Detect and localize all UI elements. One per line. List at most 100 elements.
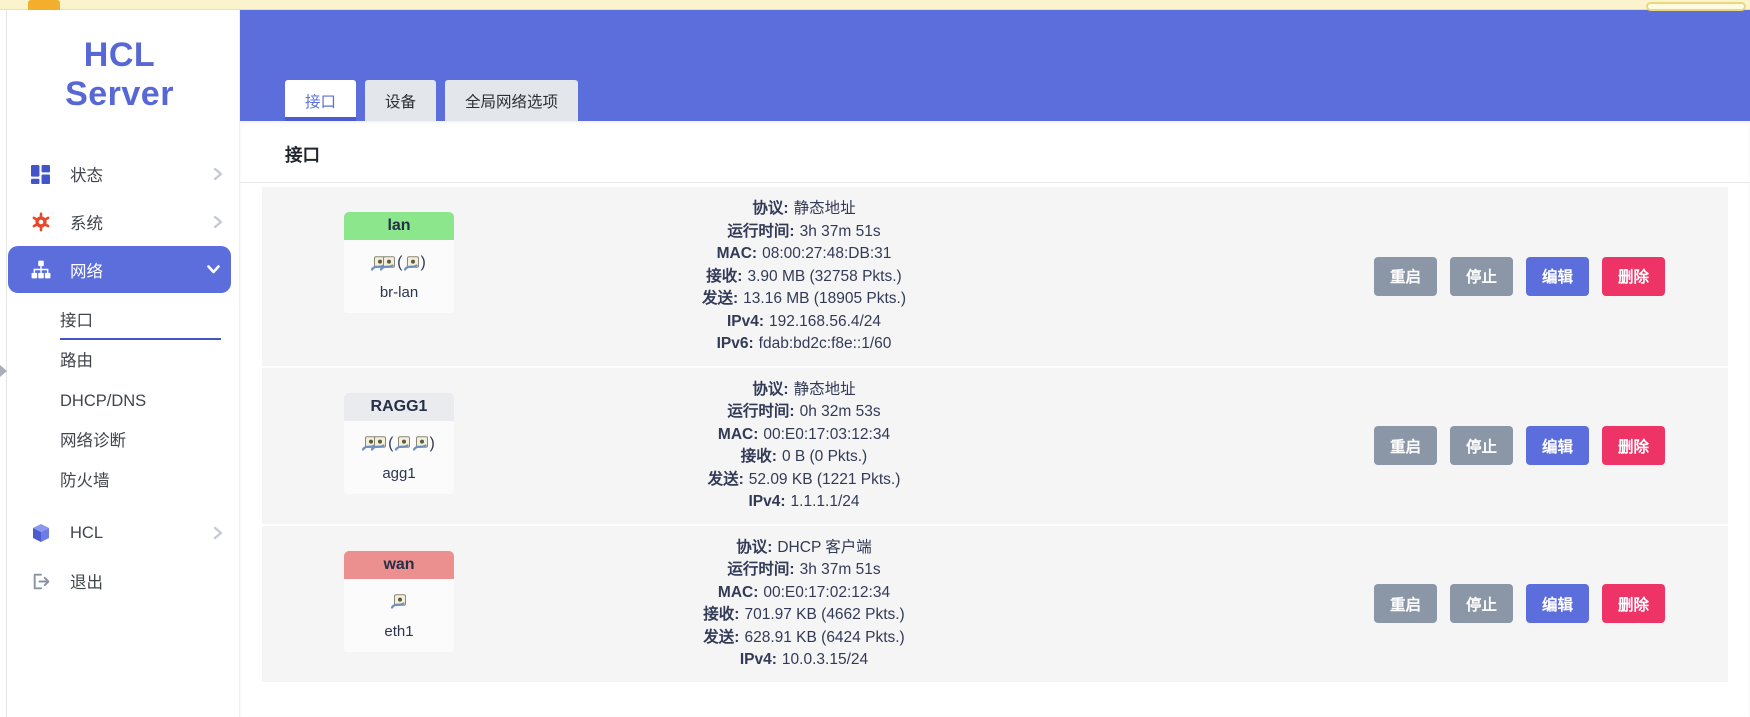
restart-button[interactable]: 重启: [1374, 256, 1437, 296]
detail-value: 0 B (0 Pkts.): [781, 448, 868, 465]
interface-actions: 重启 停止 编辑 删除: [1374, 536, 1665, 672]
detail-label: MAC:: [716, 245, 758, 262]
detail-label: IPv6:: [716, 335, 754, 352]
edit-button[interactable]: 编辑: [1526, 584, 1589, 623]
sidebar-item-diagnostics[interactable]: 网络诊断: [60, 432, 126, 450]
paren-open: (: [388, 434, 394, 452]
detail-label: IPv4:: [748, 493, 786, 510]
dashboard-icon: [31, 164, 55, 184]
sidebar-item-interfaces[interactable]: 接口: [0, 301, 239, 341]
sidebar-item-logout[interactable]: 退出: [0, 557, 239, 605]
detail-value: fdab:bd2c:f8e::1/60: [758, 335, 892, 352]
detail-line: 协议: 静态地址: [484, 198, 1124, 221]
chevron-right-icon: [213, 526, 223, 540]
detail-label: IPv4:: [739, 651, 777, 668]
stop-button[interactable]: 停止: [1450, 256, 1513, 296]
interface-badge: RAGG1: [344, 392, 454, 421]
stop-button[interactable]: 停止: [1450, 584, 1513, 623]
detail-value: 00:E0:17:02:12:34: [763, 583, 891, 601]
detail-value: 00:E0:17:03:12:34: [763, 425, 891, 443]
detail-label: 接收:: [703, 606, 740, 623]
sidebar-item-hcl[interactable]: HCL: [0, 509, 239, 557]
detail-value: 3h 37m 51s: [799, 561, 881, 578]
interface-details: 协议: 静态地址 运行时间: 3h 37m 51s MAC: 08:00:27:48:…: [484, 197, 1124, 356]
interface-badge: lan: [344, 212, 454, 240]
detail-line: 运行时间: 0h 32m 53s: [484, 401, 1124, 424]
tab-global-network-options[interactable]: 全局网络选项: [445, 80, 579, 121]
delete-button[interactable]: 删除: [1602, 256, 1665, 296]
detail-line: 发送: 13.16 MB (18905 Pkts.): [484, 288, 1124, 311]
sidebar-item-label: HCL: [70, 523, 104, 542]
detail-label: 运行时间:: [727, 403, 795, 420]
detail-label: IPv4:: [726, 312, 764, 330]
sidebar-collapse-handle[interactable]: [0, 365, 7, 377]
detail-value: 静态地址: [793, 380, 856, 398]
interface-row: wan eth1 协议: DHCP 客户端 运行时间: 3h 37m 51s MAC…: [262, 523, 1728, 682]
paren-close: ): [429, 434, 435, 452]
sidebar: HCL Server 状态: [0, 10, 240, 717]
interface-device-name: eth1: [384, 622, 414, 640]
sidebar-menu: 状态: [0, 150, 239, 605]
detail-value: 0h 32m 53s: [799, 403, 881, 420]
detail-label: 运行时间:: [727, 561, 795, 578]
detail-label: MAC:: [717, 583, 759, 601]
interface-card-body: eth1: [344, 578, 454, 652]
tab-bar: 接口 设备 全局网络选项: [285, 80, 579, 121]
logout-icon: [31, 572, 55, 591]
detail-value: 10.0.3.15/24: [781, 651, 869, 668]
chevron-right-icon: [213, 215, 223, 229]
detail-line: 发送: 628.91 KB (6424 Pkts.): [484, 627, 1124, 650]
app-window: 接口 设备 全局网络选项 接口 lan ( ) br-lan 协: [0, 10, 1750, 717]
restart-button[interactable]: 重启: [1374, 426, 1437, 465]
interface-device-name: agg1: [382, 464, 416, 482]
ethernet-port-icon: [380, 255, 396, 271]
browser-address-box[interactable]: [1646, 2, 1746, 11]
interface-actions: 重启 停止 编辑 删除: [1374, 378, 1665, 514]
detail-label: 协议:: [752, 380, 789, 398]
chevron-right-icon: [213, 167, 223, 181]
interface-actions: 重启 停止 编辑 删除: [1374, 197, 1665, 356]
interface-list: lan ( ) br-lan 协议: 静态地址 运行时间: 3h 37m 51s M…: [262, 187, 1728, 682]
detail-value: 3h 37m 51s: [799, 222, 881, 240]
sidebar-item-network[interactable]: 网络: [8, 246, 231, 293]
interface-card-body: ( ) agg1: [344, 420, 454, 494]
detail-value: 1.1.1.1/24: [790, 493, 860, 510]
detail-line: 接收: 0 B (0 Pkts.): [484, 446, 1124, 469]
app-logo: HCL Server: [0, 36, 239, 114]
ethernet-port-icon: [391, 594, 406, 609]
delete-button[interactable]: 删除: [1602, 426, 1665, 465]
detail-line: 接收: 3.90 MB (32758 Pkts.): [484, 266, 1124, 289]
edit-button[interactable]: 编辑: [1526, 256, 1589, 296]
detail-line: IPv4: 1.1.1.1/24: [484, 491, 1124, 514]
detail-value: 628.91 KB (6424 Pkts.): [744, 628, 905, 646]
detail-value: 52.09 KB (1221 Pkts.): [748, 470, 901, 488]
sidebar-item-status[interactable]: 状态: [0, 150, 239, 198]
detail-label: 接收:: [706, 267, 743, 285]
interface-badge: wan: [344, 550, 454, 579]
detail-line: 发送: 52.09 KB (1221 Pkts.): [484, 469, 1124, 492]
browser-tab[interactable]: [28, 0, 60, 10]
main-content: 接口 lan ( ) br-lan 协议: 静态地址 运行时间: 3h 37m 51…: [240, 121, 1750, 717]
tab-interfaces[interactable]: 接口: [285, 80, 357, 121]
logo-line-2: Server: [65, 75, 174, 113]
sidebar-item-routes[interactable]: 路由: [60, 352, 93, 370]
detail-line: IPv6: fdab:bd2c:f8e::1/60: [484, 333, 1124, 356]
detail-label: 发送:: [703, 628, 740, 646]
restart-button[interactable]: 重启: [1374, 584, 1437, 623]
detail-label: MAC:: [717, 425, 759, 443]
sidebar-item-system[interactable]: 系统: [0, 198, 239, 246]
delete-button[interactable]: 删除: [1602, 584, 1665, 623]
detail-value: DHCP 客户端: [777, 538, 872, 556]
sidebar-item-label: 退出: [70, 574, 103, 592]
edit-button[interactable]: 编辑: [1526, 426, 1589, 465]
sidebar-item-firewall[interactable]: 防火墙: [60, 472, 110, 490]
detail-label: 发送:: [707, 470, 744, 488]
sidebar-item-dhcp-dns[interactable]: DHCP/DNS: [60, 392, 147, 410]
ethernet-port-icon: [394, 436, 410, 451]
paren-open: (: [397, 254, 403, 271]
detail-value: 08:00:27:48:DB:31: [762, 245, 892, 262]
stop-button[interactable]: 停止: [1450, 426, 1513, 465]
tab-devices[interactable]: 设备: [365, 80, 437, 121]
detail-line: 运行时间: 3h 37m 51s: [484, 221, 1124, 244]
network-submenu: 接口 路由 DHCP/DNS 网络诊断 防火墙: [0, 301, 239, 501]
